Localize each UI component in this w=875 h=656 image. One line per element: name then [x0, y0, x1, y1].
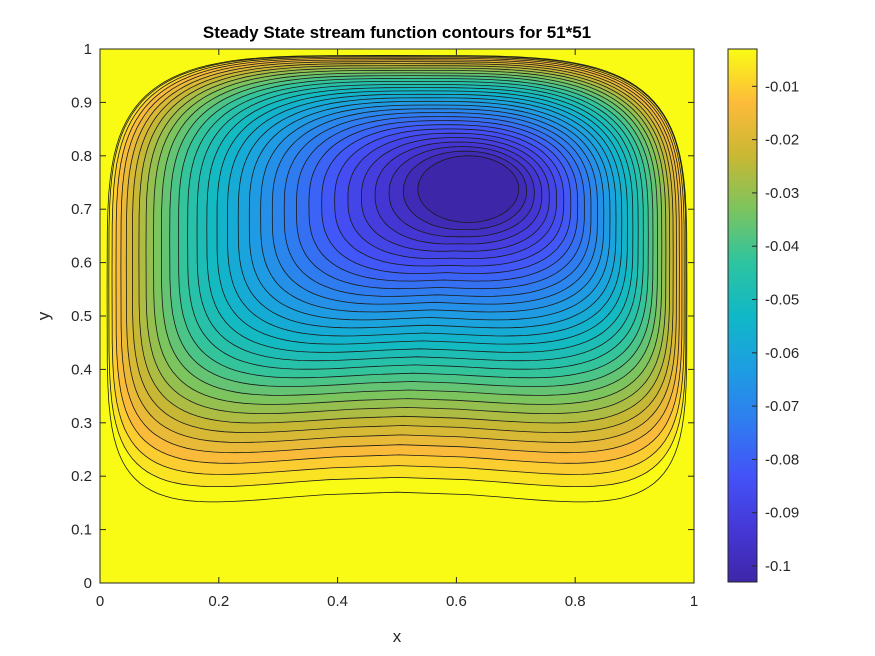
- x-axis-ticks: 0 0.2 0.4 0.6 0.8 1: [96, 49, 698, 610]
- colorbar-tick-label: -0.1: [765, 558, 791, 575]
- colorbar-tick-label: -0.07: [765, 398, 799, 415]
- colorbar-tick-label: -0.03: [765, 185, 799, 202]
- contour-band: [417, 155, 520, 223]
- x-tick-label: 0: [96, 593, 104, 610]
- x-tick-label: 0.6: [446, 593, 467, 610]
- y-tick-label: 0: [84, 575, 92, 592]
- y-tick-label: 0.6: [71, 255, 92, 272]
- y-tick-label: 0.5: [71, 308, 92, 325]
- colorbar-tick-label: -0.01: [765, 78, 799, 95]
- colorbar-tick-label: -0.05: [765, 292, 799, 309]
- y-tick-label: 0.7: [71, 201, 92, 218]
- y-tick-label: 1: [84, 41, 92, 58]
- colorbar-tick-label: -0.08: [765, 451, 799, 468]
- colorbar-ticks: -0.01 -0.02 -0.03 -0.04 -0.05 -0.06 -0.07 -0.08…: [752, 78, 799, 575]
- x-tick-label: 0.4: [327, 593, 348, 610]
- colorbar: -0.01 -0.02 -0.03 -0.04 -0.05 -0.06 -0.07 -0.08…: [727, 48, 799, 583]
- y-axis-ticks: 0 0.1 0.2 0.3 0.4 0.5 0.6 0.7 0.8 0.9 1: [71, 41, 694, 592]
- x-tick-label: 0.2: [208, 593, 229, 610]
- colorbar-tick-label: -0.04: [765, 238, 799, 255]
- x-tick-label: 1: [690, 593, 698, 610]
- y-tick-label: 0.9: [71, 94, 92, 111]
- colorbar-tick-label: -0.09: [765, 505, 799, 522]
- y-tick-label: 0.4: [71, 361, 92, 378]
- chart-title: Steady State stream function contours fo…: [203, 23, 591, 42]
- colorbar-frame: [727, 48, 758, 583]
- y-tick-label: 0.1: [71, 522, 92, 539]
- y-tick-label: 0.8: [71, 148, 92, 165]
- y-axis-label: y: [34, 311, 53, 320]
- colorbar-tick-label: -0.02: [765, 132, 799, 149]
- y-tick-label: 0.2: [71, 468, 92, 485]
- colorbar-tick-label: -0.06: [765, 345, 799, 362]
- plot-area: 0 0.2 0.4 0.6 0.8 1 0 0.1 0.2 0.3 0.4 0.5 0.6 0.7 0.8…: [71, 41, 698, 610]
- contour-bands: [106, 54, 688, 503]
- x-axis-label: x: [393, 627, 402, 646]
- y-tick-label: 0.3: [71, 415, 92, 432]
- colorbar-gradient: [728, 49, 757, 582]
- x-tick-label: 0.8: [565, 593, 586, 610]
